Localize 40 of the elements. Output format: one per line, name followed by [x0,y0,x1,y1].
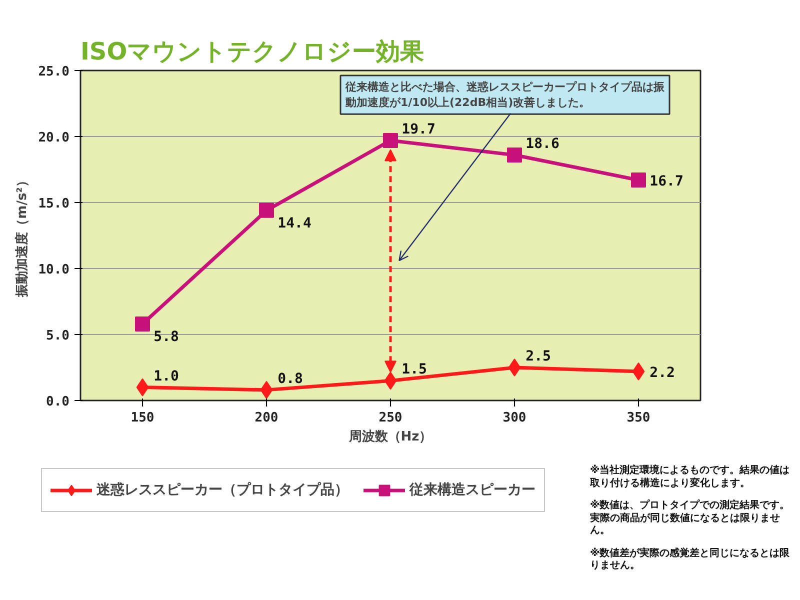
chart-title: ISOマウントテクノロジー効果 [80,38,424,66]
legend-label: 迷惑レススピーカー（プロトタイプ品） [96,481,348,499]
data-label: 1.0 [154,368,179,384]
y-tick-label: 0.0 [46,394,70,410]
x-tick-label: 300 [502,410,526,426]
y-tick-label: 20.0 [38,130,70,146]
legend-label: 従来構造スピーカー [410,481,536,499]
point [384,372,397,390]
data-label: 2.5 [526,348,551,364]
y-tick-label: 15.0 [38,196,70,212]
y-tick-label: 25.0 [38,64,70,80]
text: ※数値差が実際の感覚差と同じになるとは限りません。 [590,548,791,572]
point [508,358,521,376]
point [507,147,522,162]
y-tick-label: 10.0 [38,262,70,278]
text: ※当社測定環境によるものです。結果の値は取り付ける構造により変化します。 [590,465,791,490]
point [632,362,645,380]
point [135,316,150,332]
x-tick-label: 350 [626,410,650,426]
data-label: 14.4 [278,215,312,232]
x-tick-label: 250 [378,410,402,426]
point [136,378,149,396]
annotation: 従来構造と比べた場合、迷惑レススピーカープロトタイプ品は振動加速度が1/10以上(22dB相当)改善しました。 [344,80,666,110]
point [383,132,398,148]
point [259,202,274,218]
y-tick-label: 5.0 [46,328,70,344]
data-label: 1.5 [402,362,427,378]
text: ※数値は、プロトタイプでの測定結果です。実際の商品が同じ数値になるとは限りません。 [590,500,791,538]
x-tick-label: 150 [130,410,154,426]
data-label: 16.7 [650,174,684,190]
point [631,172,646,188]
point [260,380,273,399]
data-label: 0.8 [278,370,303,387]
data-label: 18.6 [526,136,560,152]
x-tick-label: 200 [254,410,278,426]
data-label: 2.2 [650,364,675,381]
data-label: 19.7 [402,121,436,138]
data-label: 5.8 [154,328,179,345]
y-axis-title: 振動加速度（m/s²） [14,174,30,298]
x-axis-title: 周波数（Hz） [348,430,432,444]
